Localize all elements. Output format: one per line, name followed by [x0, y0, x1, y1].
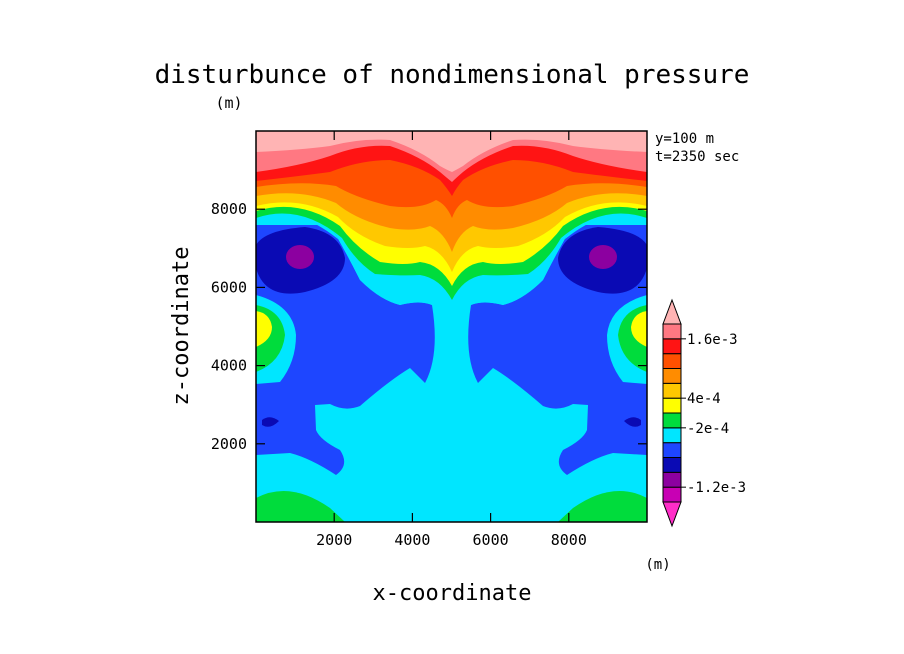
chart-title: disturbunce of nondimensional pressure [155, 60, 750, 90]
band-yellow-right-pocket [631, 311, 647, 347]
band-green-bottom-left [256, 490, 345, 522]
x-tick-label: 6000 [473, 531, 509, 549]
band-green-bottom-right [558, 490, 647, 522]
y-tick-label: 4000 [211, 357, 247, 375]
colorbar-cell [662, 486, 682, 503]
colorbar-cell [662, 471, 682, 488]
y-tick-label: 8000 [211, 200, 247, 218]
colorbar-arrow-top [662, 298, 682, 325]
colorbar-cell [662, 427, 682, 444]
colorbar-label: 1.6e-3 [687, 332, 738, 348]
colorbar-cell [662, 457, 682, 473]
band-yellow-left-pocket [256, 311, 272, 347]
band-cyan-upper [256, 213, 647, 318]
contour-field [256, 131, 647, 522]
colorbar-cell [662, 353, 682, 369]
x-axis-label: x-coordinate [373, 581, 532, 606]
colorbar-cell [662, 397, 682, 414]
band-pink-top [256, 131, 647, 172]
colorbar-cell [662, 442, 682, 458]
band-navy-right-blob [624, 417, 641, 427]
colorbar-label: 4e-4 [687, 391, 721, 407]
colorbar-cell [662, 382, 682, 399]
colorbar-cell [662, 338, 682, 355]
x-tick-label: 4000 [394, 531, 430, 549]
colorbar: 1.6e-3 4e-4 -2e-4 -1.2e-3 [662, 298, 746, 528]
colorbar-units-label: (m) [645, 557, 670, 573]
colorbar-label: -2e-4 [687, 421, 729, 437]
annotation-line-t: t=2350 sec [655, 149, 739, 165]
y-axis-label: z-coordinate [169, 247, 194, 406]
annotation-line-y: y=100 m [655, 131, 714, 147]
plot-frame [255, 130, 648, 523]
band-purple-right-core [589, 245, 617, 269]
band-navy-left-blob [262, 417, 279, 427]
colorbar-cell [662, 323, 682, 340]
y-tick-label: 2000 [211, 435, 247, 453]
band-purple-left-core [286, 245, 314, 269]
colorbar-arrow-bottom [662, 501, 682, 528]
colorbar-label: -1.2e-3 [687, 480, 746, 496]
colorbar-cell [662, 412, 682, 429]
x-tick-label: 8000 [551, 531, 587, 549]
x-tick-label: 2000 [316, 531, 352, 549]
title-units-label: (m) [215, 94, 242, 112]
y-tick-label: 6000 [211, 278, 247, 296]
colorbar-cell [662, 368, 682, 384]
axes: 2000 4000 6000 8000 2000 4000 6000 8000 [211, 131, 647, 549]
